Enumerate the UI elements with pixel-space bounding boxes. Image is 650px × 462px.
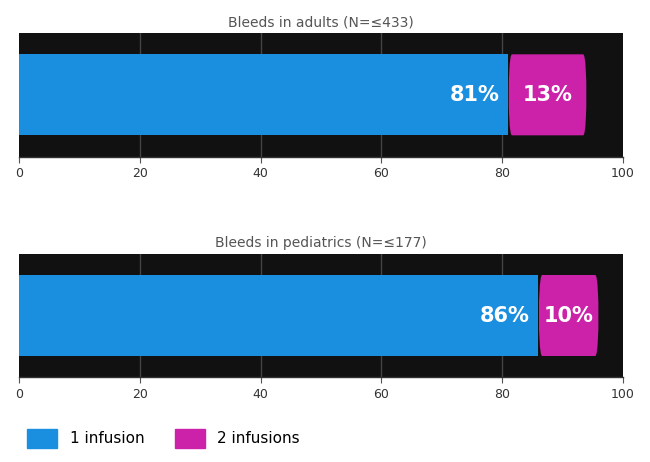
Legend: 1 infusion, 2 infusions: 1 infusion, 2 infusions xyxy=(21,423,306,454)
Title: Bleeds in adults (N=≤433): Bleeds in adults (N=≤433) xyxy=(228,15,414,29)
Text: 10%: 10% xyxy=(544,305,593,326)
FancyBboxPatch shape xyxy=(508,55,587,135)
FancyBboxPatch shape xyxy=(538,275,599,356)
Bar xyxy=(19,275,538,356)
Text: 13%: 13% xyxy=(523,85,573,105)
Title: Bleeds in pediatrics (N=≤177): Bleeds in pediatrics (N=≤177) xyxy=(215,236,427,249)
Bar xyxy=(19,55,508,135)
Text: 86%: 86% xyxy=(480,305,530,326)
Text: 81%: 81% xyxy=(449,85,499,105)
